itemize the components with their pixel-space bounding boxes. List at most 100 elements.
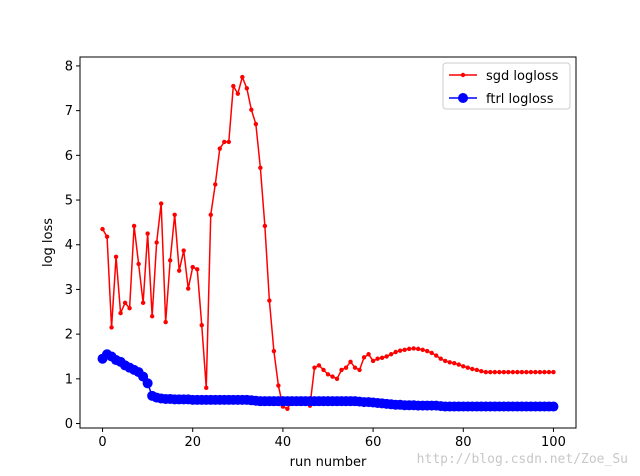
data-point-sgd xyxy=(352,365,358,370)
x-tick-label: 0 xyxy=(98,435,106,450)
data-point-sgd xyxy=(177,268,182,273)
y-tick-label: 3 xyxy=(65,283,73,298)
data-point-sgd xyxy=(393,349,398,355)
data-point-sgd xyxy=(249,107,254,112)
data-point-sgd xyxy=(379,355,385,361)
data-point-sgd xyxy=(542,369,547,375)
data-point-sgd xyxy=(470,366,475,372)
legend-marker-sgd xyxy=(460,72,466,78)
data-point-sgd xyxy=(244,86,250,91)
data-point-sgd xyxy=(330,374,335,379)
data-point-sgd xyxy=(447,360,452,365)
x-tick-label: 60 xyxy=(365,435,382,450)
data-point-sgd xyxy=(131,223,137,229)
data-point-sgd xyxy=(434,353,439,358)
x-tick-label: 100 xyxy=(541,435,566,450)
y-tick-label: 2 xyxy=(65,328,73,343)
y-axis-ticks: 0 1 2 3 4 5 6 7 8 xyxy=(65,59,80,432)
y-tick-label: 4 xyxy=(65,238,73,253)
data-point-sgd xyxy=(501,369,507,375)
data-point-sgd xyxy=(474,367,479,373)
y-tick-label: 1 xyxy=(65,372,73,387)
data-point-sgd xyxy=(533,369,538,375)
data-point-sgd xyxy=(208,212,213,217)
data-point-sgd xyxy=(158,201,164,206)
data-point-sgd xyxy=(127,306,132,311)
legend-label-ftrl: ftrl logloss xyxy=(486,92,554,107)
legend-marker-ftrl xyxy=(458,93,468,103)
y-tick-label: 0 xyxy=(65,417,73,432)
data-point-sgd xyxy=(425,348,430,354)
data-point-sgd xyxy=(366,352,371,357)
data-point-sgd xyxy=(479,369,484,374)
data-point-sgd xyxy=(145,231,150,236)
data-point-sgd xyxy=(231,83,236,89)
data-point-sgd xyxy=(217,146,222,151)
data-point-sgd xyxy=(100,226,105,232)
data-point-sgd xyxy=(339,367,344,373)
data-point-sgd xyxy=(213,182,218,187)
data-point-sgd xyxy=(109,325,114,330)
data-point-sgd xyxy=(456,362,461,367)
y-tick-label: 6 xyxy=(65,149,73,164)
data-point-sgd xyxy=(149,314,155,319)
data-point-sgd xyxy=(411,346,416,351)
data-point-sgd xyxy=(551,369,556,375)
watermark: http://blog.csdn.net/Zoe_Su xyxy=(417,452,628,467)
data-point-sgd xyxy=(497,369,502,375)
data-point-sgd xyxy=(136,261,141,267)
data-point-sgd xyxy=(397,348,403,353)
data-point-sgd xyxy=(443,358,448,364)
data-point-sgd xyxy=(524,369,529,375)
data-point-sgd xyxy=(483,369,489,375)
data-point-sgd xyxy=(528,369,534,375)
data-point-sgd xyxy=(334,376,340,382)
data-point-sgd xyxy=(167,258,173,263)
data-point-sgd xyxy=(384,354,389,359)
data-point-sgd xyxy=(118,310,123,316)
data-point-sgd xyxy=(258,165,263,171)
data-point-sgd xyxy=(415,346,421,352)
data-point-sgd xyxy=(402,347,407,352)
data-point-sgd xyxy=(488,369,493,375)
data-point-sgd xyxy=(388,352,394,357)
data-point-sgd xyxy=(465,365,470,370)
series-ftrl xyxy=(97,349,559,412)
data-point-sgd xyxy=(325,372,331,377)
legend-label-sgd: sgd logloss xyxy=(486,69,559,84)
legend: sgd logloss ftrl logloss xyxy=(442,62,571,110)
data-point-sgd xyxy=(492,369,498,375)
data-point-sgd xyxy=(163,319,168,325)
data-point-sgd xyxy=(312,365,317,370)
data-point-sgd xyxy=(461,364,466,369)
x-tick-label: 20 xyxy=(184,435,201,450)
data-point-sgd xyxy=(235,91,241,96)
data-point-sgd xyxy=(199,322,204,328)
data-point-sgd xyxy=(370,358,376,364)
data-point-sgd xyxy=(537,369,543,375)
data-point-sgd xyxy=(113,254,119,260)
x-axis-label: run number xyxy=(290,455,367,470)
data-point-sgd xyxy=(348,359,353,365)
data-point-sgd xyxy=(190,264,195,270)
data-point-sgd xyxy=(181,248,186,253)
data-point-ftrl xyxy=(142,378,153,389)
data-point-sgd xyxy=(262,223,268,229)
data-point-sgd xyxy=(240,74,245,80)
data-point-sgd xyxy=(316,363,322,368)
data-point-sgd xyxy=(420,347,425,352)
data-point-sgd xyxy=(172,212,177,217)
data-point-sgd xyxy=(186,286,191,291)
data-point-sgd xyxy=(510,369,516,375)
x-tick-label: 80 xyxy=(455,435,472,450)
y-tick-label: 5 xyxy=(65,194,73,209)
data-point-sgd xyxy=(357,367,362,373)
data-point-sgd xyxy=(285,406,290,411)
data-point-sgd xyxy=(204,385,209,390)
series-sgd xyxy=(100,74,556,411)
data-point-sgd xyxy=(375,356,380,361)
data-point-sgd xyxy=(438,356,443,361)
series-layer xyxy=(97,74,559,412)
data-point-sgd xyxy=(429,350,434,356)
